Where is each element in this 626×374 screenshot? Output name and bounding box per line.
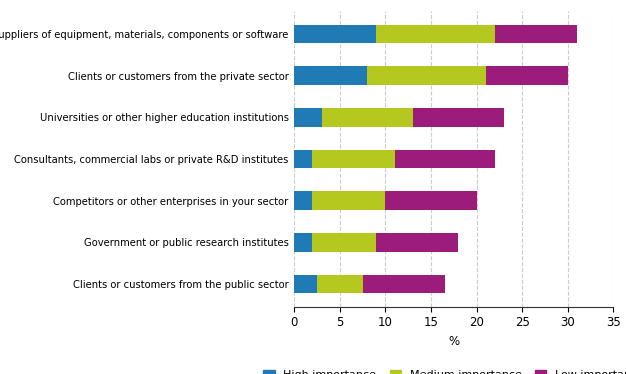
Bar [294, 275, 317, 293]
Bar [312, 191, 386, 210]
X-axis label: %: % [448, 335, 459, 348]
Bar [312, 150, 394, 168]
Bar [486, 66, 568, 85]
Bar [376, 25, 495, 43]
Bar [495, 25, 577, 43]
Bar [317, 275, 362, 293]
Bar [386, 191, 476, 210]
Bar [413, 108, 504, 127]
Bar [394, 150, 495, 168]
Bar [294, 66, 367, 85]
Bar [294, 233, 312, 252]
Bar [362, 275, 444, 293]
Bar [294, 25, 376, 43]
Bar [367, 66, 486, 85]
Bar [294, 191, 312, 210]
Bar [294, 108, 322, 127]
Bar [312, 233, 376, 252]
Bar [294, 150, 312, 168]
Bar [376, 233, 458, 252]
Bar [322, 108, 413, 127]
Legend: High importance, Medium importance, Low importance: High importance, Medium importance, Low … [259, 365, 626, 374]
